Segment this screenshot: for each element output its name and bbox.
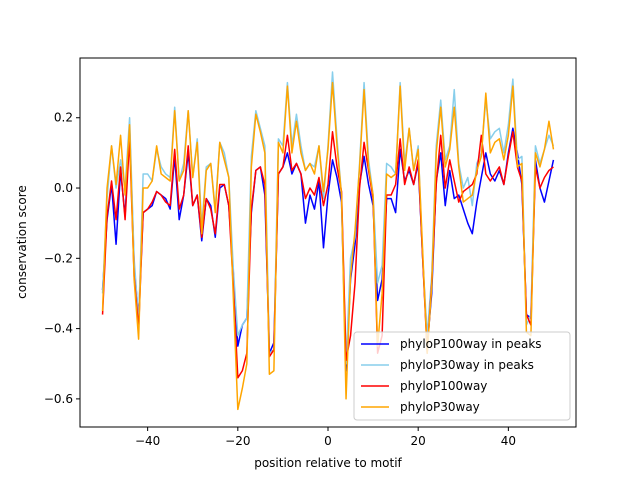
x-tick-label: 20 [411,434,426,448]
y-tick-label: 0.2 [54,111,73,125]
y-tick-label: 0.0 [54,181,73,195]
x-tick-label: −20 [225,434,250,448]
y-axis-ticks: −0.6 −0.4 −0.2 0.0 0.2 [44,111,80,406]
series-group [101,71,555,411]
series-line-3 [101,131,554,379]
x-axis-label: position relative to motif [254,456,402,470]
y-axis-label: conservation score [15,185,29,299]
legend: phyloP100way in peaks phyloP30way in peak… [353,331,571,421]
plot-area [79,57,577,428]
legend-label-2: phyloP30way in peaks [400,358,534,372]
legend-label-1: phyloP100way in peaks [400,337,542,351]
x-tick-label: 0 [324,434,332,448]
x-tick-label: 40 [501,434,516,448]
legend-box [353,331,571,421]
y-tick-label: −0.4 [44,322,73,336]
legend-label-3: phyloP100way [400,379,487,393]
legend-label-4: phyloP30way [400,400,480,414]
y-tick-label: −0.6 [44,392,73,406]
series-line-4 [101,81,555,411]
x-tick-label: −40 [135,434,160,448]
y-tick-label: −0.2 [44,251,73,265]
x-axis-ticks: −40 −20 0 20 40 [135,427,516,448]
